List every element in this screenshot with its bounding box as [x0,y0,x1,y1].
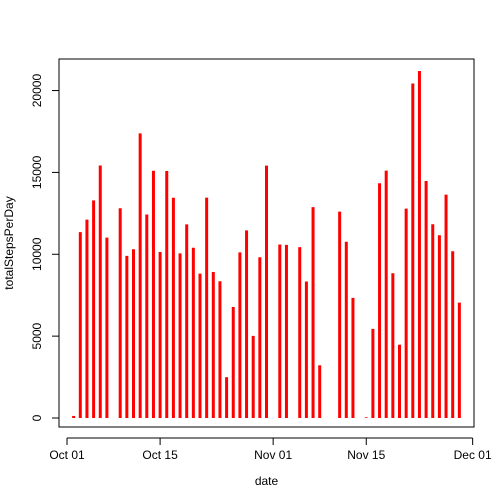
y-tick-label: 0 [30,414,44,421]
bars-group [72,71,461,418]
x-tick-label: Dec 01 [454,448,492,462]
x-axis: Oct 01 Oct 15 Nov 01 Nov 15 Dec 01 [49,437,492,462]
y-tick-label: 10000 [30,237,44,271]
y-axis: 0 5000 10000 15000 20000 [30,74,60,421]
x-axis-title: date [255,474,279,488]
y-tick-label: 15000 [30,155,44,189]
y-axis-title: totalStepsPerDay [2,196,16,289]
x-tick-label: Oct 15 [142,448,178,462]
x-tick-label: Nov 15 [347,448,385,462]
y-tick-label: 5000 [30,322,44,349]
x-tick-label: Nov 01 [254,448,292,462]
y-tick-label: 20000 [30,74,44,108]
x-tick-label: Oct 01 [49,448,85,462]
